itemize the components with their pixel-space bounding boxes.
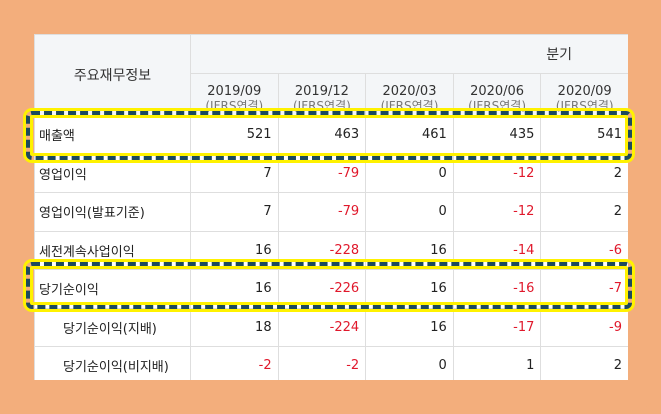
financial-table: 주요재무정보 분기 2019/09 (IFRS연결) 2019/12 (IFRS연결)…: [34, 34, 628, 380]
period-label: 2020/09: [557, 84, 612, 99]
table-row: 세전계속사업이익 16 -228 16 -14 -6: [34, 230, 628, 270]
row-label: 세전계속사업이익: [34, 230, 191, 270]
period-basis: (IFRS연결): [468, 99, 526, 113]
table-row: 당기순이익 16 -226 16 -16 -7: [34, 269, 628, 309]
row-label: 당기순이익: [34, 269, 191, 309]
value-cell: 1: [452, 346, 542, 380]
value-cell: 435: [452, 115, 542, 155]
period-header: 2020/09 (IFRS연결): [540, 73, 628, 116]
period-label: 2019/12: [294, 84, 349, 99]
value-cell: 0: [365, 192, 454, 232]
period-label: 2020/03: [382, 84, 437, 99]
value-cell: -226: [277, 269, 367, 309]
value-cell: -224: [277, 307, 367, 347]
value-cell: 16: [365, 230, 454, 270]
value-cell: 2: [540, 192, 628, 232]
value-cell: 2: [540, 346, 628, 380]
value-cell: -12: [452, 153, 542, 193]
value-cell: -79: [277, 153, 367, 193]
value-cell: -2: [190, 346, 279, 380]
value-cell: -6: [540, 230, 628, 270]
table-row: 매출액 521 463 461 435 541: [34, 115, 628, 155]
period-header: 2020/06 (IFRS연결): [452, 73, 542, 116]
row-label: 당기순이익(비지배): [34, 346, 191, 380]
value-cell: 7: [190, 192, 279, 232]
value-cell: 16: [365, 307, 454, 347]
value-cell: 463: [277, 115, 367, 155]
value-cell: -2: [277, 346, 367, 380]
value-cell: -16: [452, 269, 542, 309]
value-cell: 521: [190, 115, 279, 155]
value-cell: 16: [365, 269, 454, 309]
value-cell: 0: [365, 346, 454, 380]
period-header: 2019/12 (IFRS연결): [277, 73, 367, 116]
value-cell: 16: [190, 269, 279, 309]
table-row: 영업이익(발표기준) 7 -79 0 -12 2: [34, 192, 628, 232]
value-cell: -17: [452, 307, 542, 347]
table-row: 당기순이익(비지배) -2 -2 0 1 2: [34, 346, 628, 380]
row-label: 매출액: [34, 115, 191, 155]
row-label: 당기순이익(지배): [34, 307, 191, 347]
row-label: 영업이익(발표기준): [34, 192, 191, 232]
period-basis: (IFRS연결): [205, 99, 264, 113]
financial-summary-panel: 주요재무정보 분기 2019/09 (IFRS연결) 2019/12 (IFRS연결)…: [34, 34, 628, 380]
period-label: 2020/06: [470, 84, 525, 99]
value-cell: 541: [540, 115, 628, 155]
period-basis: (IFRS연결): [292, 99, 351, 113]
value-cell: -12: [452, 192, 542, 232]
value-cell: 2: [540, 153, 628, 193]
table-row: 영업이익 7 -79 0 -12 2: [34, 153, 628, 193]
period-header: 2019/09 (IFRS연결): [190, 73, 279, 116]
period-basis: (IFRS연결): [380, 99, 439, 113]
period-basis: (IFRS연결): [555, 99, 614, 113]
value-cell: -79: [277, 192, 367, 232]
value-cell: -228: [277, 230, 367, 270]
quarterly-group-header: 분기: [190, 34, 628, 74]
table-title: 주요재무정보: [34, 34, 191, 116]
value-cell: -9: [540, 307, 628, 347]
period-header: 2020/03 (IFRS연결): [365, 73, 454, 116]
row-label: 영업이익: [34, 153, 191, 193]
value-cell: 7: [190, 153, 279, 193]
value-cell: 18: [190, 307, 279, 347]
value-cell: 461: [365, 115, 454, 155]
table-row: 당기순이익(지배) 18 -224 16 -17 -9: [34, 307, 628, 347]
value-cell: 0: [365, 153, 454, 193]
value-cell: -7: [540, 269, 628, 309]
value-cell: 16: [190, 230, 279, 270]
period-label: 2019/09: [207, 84, 262, 99]
value-cell: -14: [452, 230, 542, 270]
